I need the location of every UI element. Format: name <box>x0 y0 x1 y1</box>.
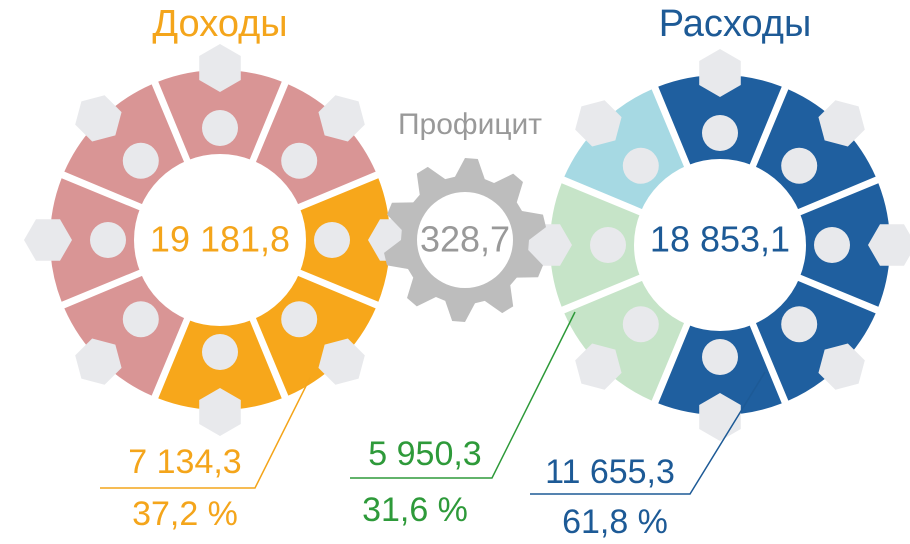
gear-tooth <box>575 343 622 390</box>
gear-notch <box>702 339 738 375</box>
gear-segment <box>253 84 376 207</box>
gear-notch <box>814 227 850 263</box>
center-gear-hole <box>417 192 513 288</box>
gear-tooth <box>818 100 865 147</box>
expenses-total: 18 853,1 <box>650 219 790 260</box>
green-part: 5 950,3 <box>368 435 481 473</box>
gear-notch <box>590 227 626 263</box>
income-total: 19 181,8 <box>150 219 290 260</box>
gear-tooth <box>199 388 241 436</box>
gear-tooth <box>75 338 122 385</box>
blue-share: 61,8 % <box>562 503 668 541</box>
gear-notch <box>781 147 818 184</box>
gear-notch <box>702 115 738 151</box>
gear-tooth <box>199 44 241 92</box>
gear-segment <box>64 273 187 396</box>
gear-notch <box>622 147 659 184</box>
gear-tooth <box>868 224 910 266</box>
gear-tooth <box>318 338 365 385</box>
gear-center <box>134 154 306 326</box>
expenses-title: Расходы <box>659 3 812 45</box>
gear-segment <box>564 89 687 212</box>
gear-tooth <box>75 95 122 142</box>
gear-notch <box>281 142 318 179</box>
income-title: Доходы <box>152 3 287 45</box>
gear-tooth <box>699 49 741 97</box>
blue-part: 11 655,3 <box>545 453 675 491</box>
blue-leader <box>530 371 766 495</box>
gear-center <box>634 159 806 331</box>
income-share: 37,2 % <box>132 495 238 533</box>
income-leader <box>100 377 311 489</box>
green-share: 31,6 % <box>362 491 468 529</box>
gear-tooth <box>575 100 622 147</box>
gear-tooth <box>24 219 72 261</box>
gear-segment <box>64 84 187 207</box>
gear-segment <box>753 89 876 212</box>
gear-notch <box>781 306 818 343</box>
gear-notch <box>122 301 159 338</box>
gear-notch <box>622 306 659 343</box>
gear-notch <box>202 110 238 146</box>
gear-notch <box>202 334 238 370</box>
green-leader <box>350 311 576 479</box>
surplus-title: Профицит <box>398 108 542 141</box>
surplus-value: 328,7 <box>420 219 510 260</box>
income-part: 7 134,3 <box>128 443 241 481</box>
gear-notch <box>281 301 318 338</box>
gear-notch <box>90 222 126 258</box>
gear-segment <box>753 278 876 401</box>
gear-tooth <box>318 95 365 142</box>
gear-notch <box>314 222 350 258</box>
gear-segment <box>564 278 687 401</box>
gear-segment <box>253 273 376 396</box>
gear-notch <box>122 142 159 179</box>
gear-tooth <box>818 343 865 390</box>
